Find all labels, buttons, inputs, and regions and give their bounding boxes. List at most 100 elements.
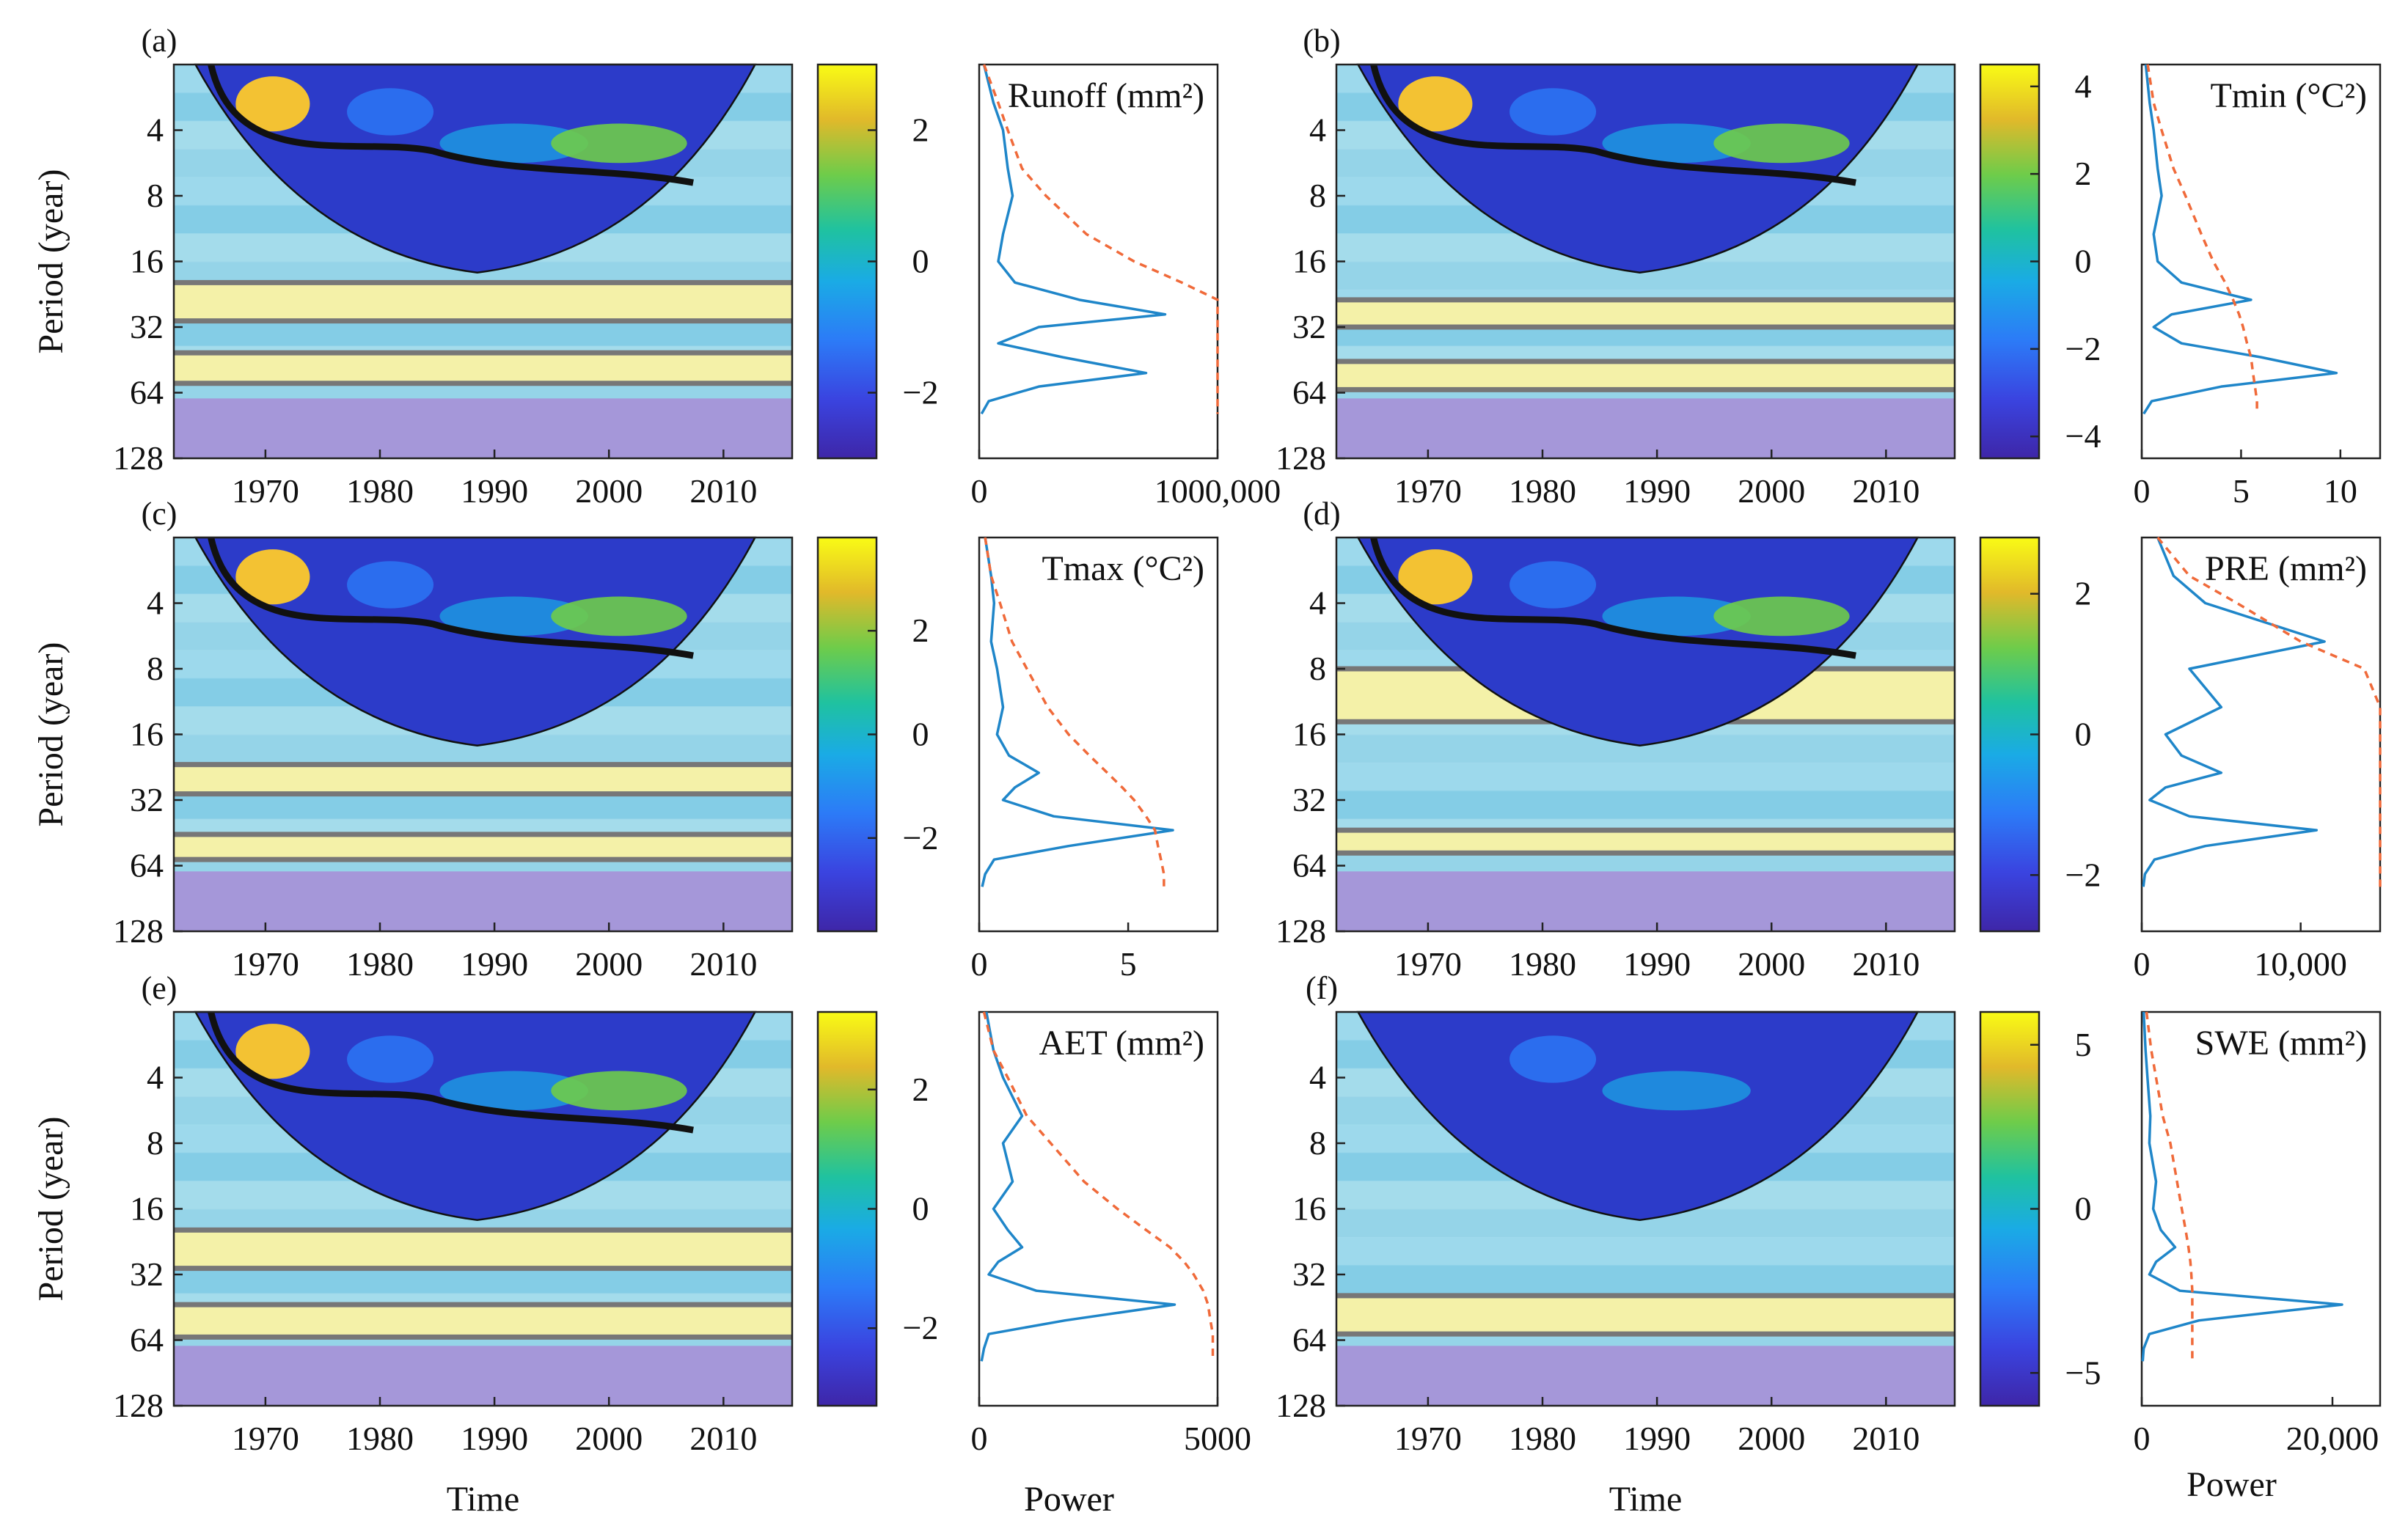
power-spectrum-line [980, 1011, 1176, 1362]
power-blob [1602, 1071, 1751, 1111]
heatmap [172, 1010, 794, 1407]
x-tick-label: 2000 [575, 945, 643, 983]
cone-of-influence [1358, 65, 1918, 273]
low-frequency-region [1336, 871, 1955, 931]
spectrum-variable-label: PRE (mm²) [2205, 549, 2367, 588]
colorbar-tick-label: 2 [912, 111, 929, 149]
power-spectrum-line [2142, 537, 2326, 887]
y-tick-label: 32 [1292, 308, 1326, 345]
y-axis-label: Period (year) [32, 642, 70, 827]
cone-outline [194, 536, 757, 747]
power-blob [1602, 123, 1751, 164]
low-frequency-region [174, 1346, 792, 1406]
low-frequency-region [174, 398, 792, 458]
y-tick-label: 8 [1309, 177, 1326, 214]
strong-power-band [174, 834, 792, 860]
x-tick-label: 1970 [232, 472, 299, 510]
heatmap-band [1336, 1265, 1955, 1294]
strong-power-band [174, 353, 792, 384]
colorbar-tick-label: 0 [2075, 243, 2092, 280]
x-tick-label: 1980 [346, 1420, 414, 1457]
spectrum-tick-label: 10,000 [2254, 945, 2347, 983]
power-spectrum-line [980, 64, 1167, 415]
spectrum-x-label: Power [1024, 1480, 1114, 1519]
power-blob [439, 596, 588, 637]
spectrum-frame [2140, 63, 2382, 460]
cone-of-influence [195, 65, 755, 273]
y-tick-label: 4 [147, 584, 164, 622]
colorbar-tick-label: 0 [912, 1190, 929, 1228]
power-spectrum-line [981, 537, 1174, 887]
power-blob [1509, 88, 1597, 136]
power-blob [347, 561, 434, 609]
significance-contour [208, 537, 694, 659]
cone-of-influence [1358, 1012, 1918, 1220]
panel-d: 4 8 16 32 64 128 1970 1980 1990 2000 2010 (d) 2 0 −2 PR… [1276, 496, 2382, 983]
y-tick-label: 128 [1276, 439, 1326, 477]
x-tick-label: 1990 [1623, 1420, 1691, 1457]
colorbar-tick-label: 0 [912, 716, 929, 753]
power-blob [439, 123, 588, 164]
x-tick-label: 2010 [689, 1420, 757, 1457]
y-tick-label: 8 [147, 1124, 164, 1162]
spectrum-frame [978, 1010, 1219, 1407]
power-blob [1509, 561, 1597, 609]
spectrum-variable-label: Tmin (°C²) [2210, 76, 2367, 115]
y-tick-label: 128 [113, 912, 164, 950]
x-tick-label: 1990 [461, 1420, 528, 1457]
panel-label: (f) [1306, 970, 1338, 1006]
heatmap-band [1336, 1236, 1955, 1266]
x-tick-label: 1970 [1394, 1420, 1462, 1457]
heatmap-band [1336, 762, 1955, 792]
y-tick-label: 16 [130, 243, 164, 280]
high-power-blob [551, 596, 687, 637]
significance-line [984, 537, 1165, 887]
x-tick-label: 2010 [1852, 945, 1920, 983]
x-tick-label: 2000 [1738, 945, 1805, 983]
y-tick-label: 4 [1309, 111, 1326, 149]
panel-b: 4 8 16 32 64 128 1970 1980 1990 2000 2010 (b) 4 2 0 −2 −… [1276, 23, 2382, 510]
high-power-blob [1713, 123, 1850, 164]
y-axis-label: Period (year) [32, 1117, 70, 1302]
colorbar-tick-label: 4 [2075, 67, 2092, 105]
spectrum-tick-label: 5 [1120, 945, 1137, 983]
y-tick-label: 16 [130, 716, 164, 753]
y-tick-label: 8 [1309, 650, 1326, 687]
spectrum-tick-label: 20,000 [2286, 1420, 2379, 1457]
x-tick-label: 2000 [1738, 1420, 1805, 1457]
colorbar [816, 1010, 878, 1407]
y-tick-label: 64 [130, 1321, 164, 1359]
colorbar-tick-label: −5 [2065, 1354, 2101, 1391]
spectrum-tick-label: 0 [2134, 1420, 2151, 1457]
x-tick-label: 2010 [1852, 472, 1920, 510]
strong-power-band [174, 764, 792, 794]
low-frequency-region [1336, 398, 1955, 458]
colorbar-tick-label: 0 [912, 243, 929, 280]
cone-of-influence [1358, 538, 1918, 746]
colorbar-tick-label: −2 [903, 1309, 939, 1346]
cone-of-influence [195, 1012, 755, 1220]
strong-power-band [1336, 299, 1955, 327]
spectrum-tick-label: 1000,000 [1154, 472, 1281, 510]
panel-label: (a) [142, 23, 178, 59]
significance-contour [1370, 537, 1856, 659]
significance-line [982, 64, 1219, 414]
colorbar-tick-label: 2 [2075, 155, 2092, 192]
y-tick-label: 128 [1276, 912, 1326, 950]
spectrum-tick-label: 5000 [1184, 1420, 1251, 1457]
significance-line [2146, 64, 2258, 414]
significance-contour [208, 64, 694, 186]
power-spectrum-line [2141, 1011, 2343, 1362]
high-power-blob [1713, 596, 1850, 637]
y-tick-label: 128 [1276, 1387, 1326, 1424]
y-tick-label: 4 [147, 1059, 164, 1096]
y-tick-label: 128 [113, 1387, 164, 1424]
power-spectrum-line [2142, 64, 2338, 415]
x-tick-label: 2010 [689, 472, 757, 510]
y-tick-label: 128 [113, 439, 164, 477]
colorbar-tick-label: 2 [912, 612, 929, 649]
high-power-blob [551, 1071, 687, 1111]
x-tick-label: 2010 [1852, 1420, 1920, 1457]
y-tick-label: 32 [1292, 781, 1326, 818]
